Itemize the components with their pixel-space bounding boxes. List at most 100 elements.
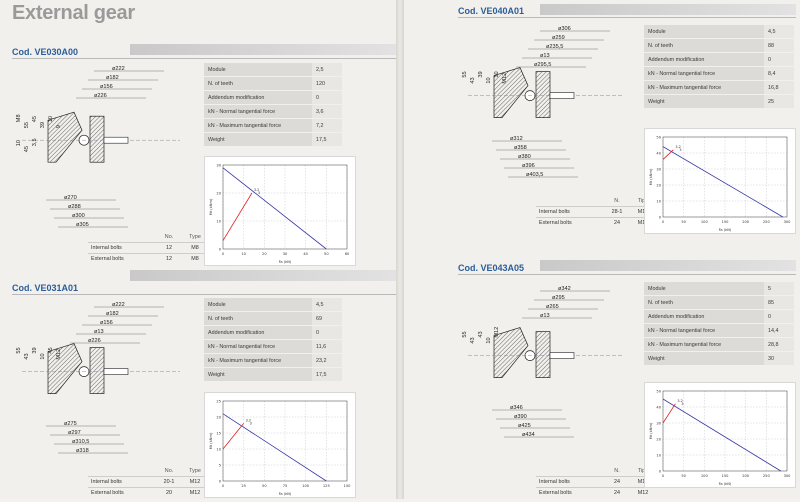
dimension-label: 45 (32, 116, 38, 122)
inner-ring-section (535, 71, 551, 118)
x-tick-label: 200 (742, 220, 750, 224)
bolts-header-row: No. Type (88, 466, 208, 477)
load-chart: 0 50 100 150 200 250 300 0 10 20 30 40 50 Fa (kN) Mt (… (644, 382, 796, 488)
dimension-label: 45 (24, 146, 30, 152)
bolts-header-empty (536, 466, 604, 477)
y-tick-label: 40 (656, 405, 661, 409)
section-rule (458, 274, 796, 275)
dimension-label: M12 (494, 327, 500, 338)
page-gutter (396, 0, 404, 499)
spec-label: kN - Maximum tangential force (204, 118, 312, 133)
load-chart: 0 25 50 75 100 125 150 0 5 10 15 20 25 Fa (kN) Mt (kNm… (204, 392, 356, 498)
x-tick-label: 25 (241, 484, 246, 488)
spec-value: 2,5 (312, 63, 342, 77)
dimension-label: 9 (56, 125, 62, 128)
spec-label: N. of teeth (644, 38, 764, 53)
y-tick-label: 0 (659, 215, 662, 219)
product-header-bar (130, 44, 396, 55)
spec-label: N. of teeth (204, 311, 312, 326)
bolts-label: Internal bolts (88, 242, 156, 254)
spec-row: kN - Maximum tangential force 28,8 (644, 337, 794, 352)
inner-ring-section (535, 331, 551, 378)
spec-row: Addendum modification 0 (204, 90, 342, 105)
x-tick-label: 0 (662, 474, 665, 478)
spec-label: Addendum modification (644, 52, 764, 67)
spec-label: Module (204, 298, 312, 312)
spec-row: kN - Maximum tangential force 16,8 (644, 80, 794, 95)
spec-value: 8,4 (764, 66, 794, 81)
product-code: Cod. VE030A00 (12, 47, 79, 57)
diameter-label: ø434 (522, 432, 535, 438)
spec-value: 4,5 (312, 298, 342, 312)
dimension-label: 43 (470, 77, 476, 83)
bolts-col-type: Tipo (637, 468, 649, 474)
bolts-type: M12 (630, 217, 656, 228)
curve-label: 3.2 (254, 188, 259, 192)
outer-ring-section (47, 343, 83, 394)
series-line (222, 423, 244, 450)
bolts-col-no: N. (614, 468, 620, 474)
diameter-label: ø156 (100, 320, 113, 326)
dimension-label: 39 (32, 347, 38, 353)
spec-table: Module 5 N. of teeth 85 Addendum modificatio… (644, 282, 794, 366)
bolts-type: M12 (630, 476, 656, 488)
bolts-header-empty (536, 196, 604, 207)
diameter-label: ø235,5 (546, 44, 563, 50)
diameter-label: ø13 (540, 53, 550, 59)
technical-drawing: ø222ø182ø156ø226ø270ø288ø300ø305M8554539… (16, 66, 180, 228)
y-tick-label: 20 (656, 183, 661, 187)
plot-frame (222, 400, 348, 482)
spec-value: 0 (764, 52, 794, 67)
diameter-label: ø156 (100, 84, 113, 90)
spec-table: Module 4,5 N. of teeth 69 Addendum modificat… (204, 298, 342, 382)
outer-ring-section (493, 67, 529, 118)
y-axis-label: Mt (kNm) (209, 198, 213, 215)
spec-row: N. of teeth 120 (204, 76, 342, 91)
diameter-label: ø295,5 (534, 62, 551, 68)
bolts-col-no: No. (164, 468, 174, 474)
spec-value: 23,2 (312, 353, 342, 368)
dimension-label: 55 (24, 122, 30, 128)
bolts-row: External bolts 20 M12 (88, 487, 208, 498)
bolts-col-no: No. (164, 234, 174, 240)
y-axis-label: Mt (kNm) (649, 168, 653, 185)
bolts-count: 24 (604, 217, 630, 228)
x-tick-label: 0 (662, 220, 665, 224)
bolts-col-no: N. (614, 198, 620, 204)
x-tick-label: 50 (262, 484, 267, 488)
y-tick-label: 5 (219, 463, 221, 467)
dimension-label: 10 (48, 116, 54, 122)
spec-label: Module (644, 282, 764, 296)
bolts-count: 12 (156, 242, 182, 254)
series-line (222, 192, 253, 241)
x-tick-label: 30 (283, 252, 288, 256)
diameter-label: ø318 (76, 448, 89, 454)
spec-label: Weight (644, 351, 764, 366)
spec-value: 17,5 (312, 367, 342, 382)
spec-row: kN - Normal tangential force 3,6 (204, 104, 342, 119)
product-code: Cod. VE043A05 (458, 263, 525, 273)
technical-drawing: ø342ø295ø265ø13ø346ø390ø425ø43455434310M… (462, 286, 622, 438)
diameter-label: ø390 (514, 414, 527, 420)
bolts-type: M12 (630, 487, 656, 498)
spec-value: 30 (764, 351, 794, 366)
spec-label: kN - Normal tangential force (644, 323, 764, 338)
section-rule (458, 17, 796, 18)
spec-row: Weight 25 (644, 94, 794, 109)
spec-value: 7,2 (312, 118, 342, 133)
spec-label: N. of teeth (644, 295, 764, 310)
outer-ring-section (47, 111, 83, 163)
bolts-row: Internal bolts 24 M12 (536, 476, 656, 488)
curve-label: 3.2 (675, 145, 680, 149)
spec-row: Module 5 (644, 282, 794, 296)
bolts-header-row: N. Tipo (536, 196, 656, 207)
bolts-header-empty (88, 232, 156, 243)
x-tick-label: 150 (722, 474, 730, 478)
spec-row: Weight 30 (644, 351, 794, 366)
dimension-label: 10 (16, 140, 22, 146)
x-tick-label: 0 (222, 252, 225, 256)
x-axis-label: Fa (kN) (279, 260, 292, 264)
diameter-label: ø342 (558, 286, 571, 292)
spec-label: Module (204, 63, 312, 77)
dimension-label: 43 (478, 331, 484, 337)
